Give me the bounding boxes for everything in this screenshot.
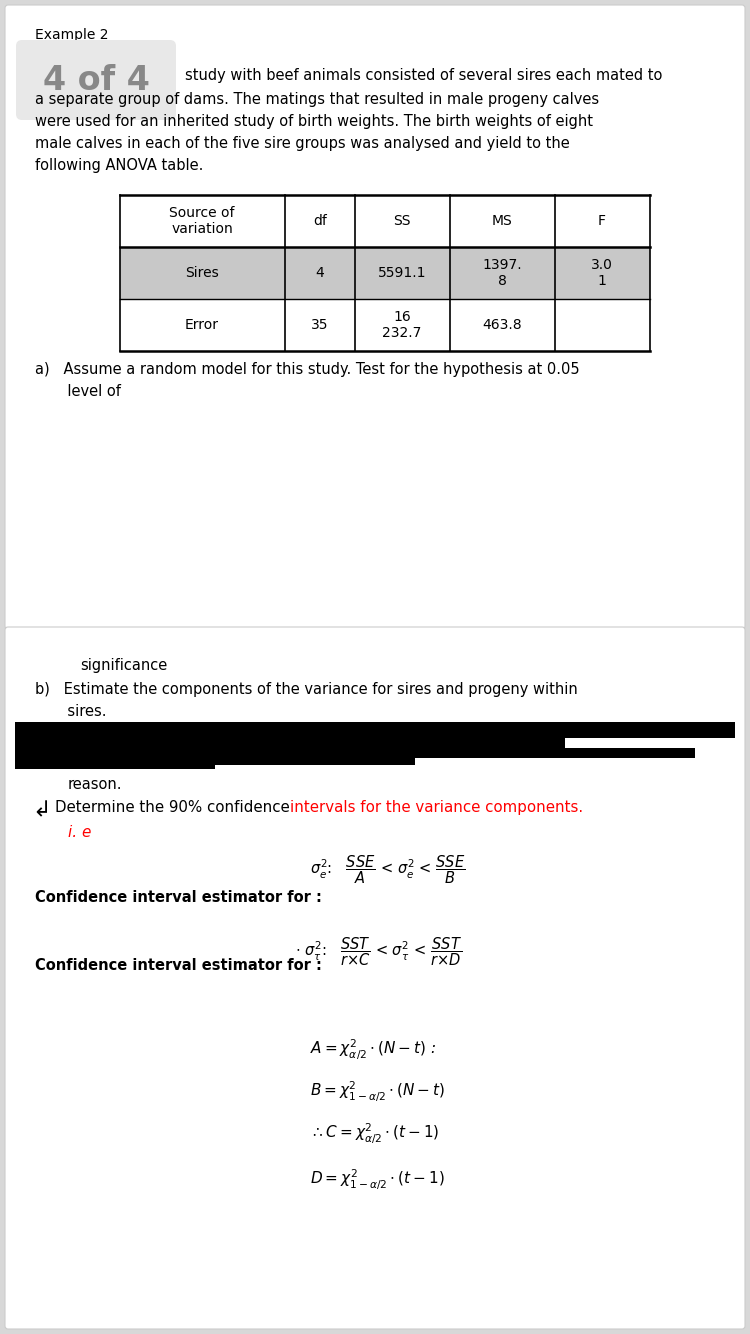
Text: 16
232.7: 16 232.7 xyxy=(382,309,422,340)
Text: level of: level of xyxy=(35,384,121,399)
Bar xyxy=(15,722,735,738)
Text: Confidence interval estimator for :: Confidence interval estimator for : xyxy=(35,890,322,904)
Text: SS: SS xyxy=(393,213,411,228)
Text: $B = \chi^2_{1-\alpha/2}\cdot(N-t)$: $B = \chi^2_{1-\alpha/2}\cdot(N-t)$ xyxy=(310,1081,445,1105)
Text: 4 of 4: 4 of 4 xyxy=(43,64,149,96)
FancyBboxPatch shape xyxy=(16,40,176,120)
Text: Sires: Sires xyxy=(185,265,219,280)
Text: Example 2: Example 2 xyxy=(35,28,109,41)
Text: a)   Assume a random model for this study. Test for the hypothesis at 0.05: a) Assume a random model for this study.… xyxy=(35,362,580,378)
Text: 1397.
8: 1397. 8 xyxy=(482,257,522,288)
Text: 3.0
1: 3.0 1 xyxy=(591,257,613,288)
Text: significance: significance xyxy=(80,658,167,672)
Text: i. e: i. e xyxy=(68,824,92,840)
Bar xyxy=(15,738,565,750)
Bar xyxy=(15,756,415,764)
Text: $\sigma_e^2$:   $\dfrac{SSE}{A}$ < $\sigma_e^2$ < $\dfrac{SSE}{B}$: $\sigma_e^2$: $\dfrac{SSE}{A}$ < $\sigma… xyxy=(310,852,465,886)
Text: $\cdot$ $\sigma_\tau^2$:   $\dfrac{SST}{r{\times}C}$ < $\sigma_\tau^2$ < $\dfrac: $\cdot$ $\sigma_\tau^2$: $\dfrac{SST}{r{… xyxy=(295,935,462,967)
Text: df: df xyxy=(313,213,327,228)
Text: 5591.1: 5591.1 xyxy=(378,265,426,280)
Text: a separate group of dams. The matings that resulted in male progeny calves: a separate group of dams. The matings th… xyxy=(35,92,599,107)
Text: following ANOVA table.: following ANOVA table. xyxy=(35,157,203,173)
Text: ↲: ↲ xyxy=(32,800,51,820)
Text: F: F xyxy=(598,213,606,228)
Text: sires.: sires. xyxy=(35,704,106,719)
Text: Determine the 90% confidence: Determine the 90% confidence xyxy=(55,800,295,815)
Text: MS: MS xyxy=(492,213,512,228)
Text: $A = \chi^2_{\alpha/2}\cdot(N-t)$ :: $A = \chi^2_{\alpha/2}\cdot(N-t)$ : xyxy=(310,1038,436,1062)
Text: reason.: reason. xyxy=(68,776,122,792)
Text: $\therefore C = \chi^2_{\alpha/2}\cdot(t-1)$: $\therefore C = \chi^2_{\alpha/2}\cdot(t… xyxy=(310,1122,440,1146)
Text: Confidence interval estimator for :: Confidence interval estimator for : xyxy=(35,958,322,972)
Text: 35: 35 xyxy=(311,317,328,332)
Text: intervals for the variance components.: intervals for the variance components. xyxy=(290,800,584,815)
Text: were used for an inherited study of birth weights. The birth weights of eight: were used for an inherited study of birt… xyxy=(35,113,593,129)
Bar xyxy=(120,247,650,299)
Bar xyxy=(15,748,695,758)
Text: $D = \chi^2_{1-\alpha/2}\cdot(t-1)$: $D = \chi^2_{1-\alpha/2}\cdot(t-1)$ xyxy=(310,1169,445,1193)
Text: Source of
variation: Source of variation xyxy=(170,205,235,236)
FancyBboxPatch shape xyxy=(5,5,745,630)
Text: 463.8: 463.8 xyxy=(482,317,522,332)
Text: b)   Estimate the components of the variance for sires and progeny within: b) Estimate the components of the varian… xyxy=(35,682,578,696)
Text: male calves in each of the five sire groups was analysed and yield to the: male calves in each of the five sire gro… xyxy=(35,136,570,151)
Text: Error: Error xyxy=(185,317,219,332)
FancyBboxPatch shape xyxy=(5,627,745,1329)
Text: study with beef animals consisted of several sires each mated to: study with beef animals consisted of sev… xyxy=(185,68,662,83)
Bar xyxy=(15,763,215,768)
Text: 4: 4 xyxy=(316,265,324,280)
